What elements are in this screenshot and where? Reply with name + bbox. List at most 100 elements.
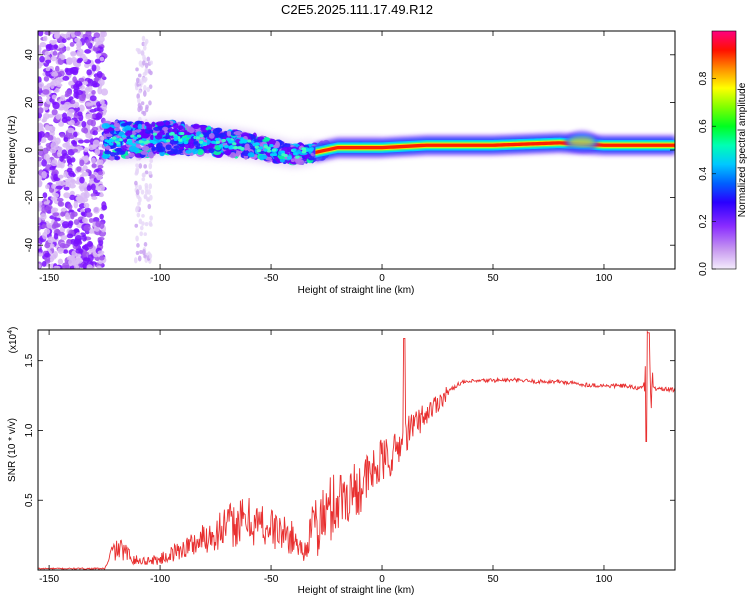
signal-blob	[173, 148, 182, 155]
signal-band	[101, 119, 675, 169]
noise-blob	[87, 78, 94, 84]
noise-blob	[53, 232, 59, 240]
signal-peak	[254, 142, 259, 146]
noise-blob	[85, 94, 91, 99]
noise-blob	[60, 95, 66, 102]
noise-blob	[54, 217, 61, 222]
signal-blob	[128, 152, 135, 158]
ridge-bulge	[569, 137, 595, 146]
noise-blob	[57, 258, 64, 265]
colorbar-tick-label: 0.2	[698, 214, 709, 228]
noise-blob	[57, 146, 63, 152]
signal-blob	[196, 148, 204, 156]
signal-peak	[195, 136, 201, 140]
noise-blob	[38, 161, 43, 167]
colorbar-tick-label: 0.6	[698, 119, 709, 133]
noise-blob	[97, 87, 103, 95]
noise-blob	[58, 43, 65, 48]
noise-blob	[68, 183, 76, 189]
noise-blob	[68, 220, 74, 227]
noise-blob	[68, 80, 75, 86]
noise-blob	[59, 133, 65, 138]
snr-x-label: Height of straight line (km)	[298, 585, 415, 596]
noise-blob	[53, 192, 59, 199]
snr-plot: -150 -100 -50 0 50 100 0.5 1.0 1.5 Height of st…	[7, 327, 676, 596]
signal-blob	[208, 147, 215, 154]
noise-blob	[93, 32, 101, 39]
noise-blob	[147, 203, 152, 210]
noise-blob	[99, 99, 105, 105]
noise-blob	[82, 80, 89, 86]
noise-blob	[51, 183, 56, 189]
noise-blob	[144, 38, 149, 44]
noise-blob	[68, 96, 74, 101]
noise-blob	[45, 59, 52, 64]
noise-blob	[77, 139, 84, 144]
signal-blob	[153, 126, 162, 131]
noise-blob	[91, 196, 98, 200]
noise-blob	[38, 122, 43, 130]
signal-peak	[199, 134, 204, 138]
noise-blob	[81, 171, 89, 177]
spectrogram-y-ticks: -40 -20 0 20 40	[24, 49, 675, 252]
signal-peak	[239, 140, 244, 144]
top-y-tick-label: 40	[24, 49, 35, 61]
noise-blob	[135, 163, 139, 168]
top-tick-label: -50	[264, 273, 279, 284]
bot-tick-label: 50	[487, 574, 499, 585]
signal-blob	[101, 154, 111, 159]
noise-blob	[47, 236, 55, 244]
noise-blob	[74, 235, 83, 242]
signal-blob	[159, 130, 165, 134]
noise-blob	[38, 112, 43, 119]
noise-blob	[133, 257, 138, 264]
noise-blob	[135, 47, 140, 52]
noise-blob	[38, 216, 42, 224]
noise-region	[38, 31, 153, 269]
signal-peak	[126, 141, 131, 145]
noise-blob	[83, 128, 89, 134]
noise-blob	[148, 183, 153, 190]
signal-blob	[262, 137, 270, 142]
noise-blob	[63, 171, 69, 178]
signal-blob	[132, 124, 138, 129]
noise-blob	[38, 50, 42, 56]
noise-blob	[99, 193, 104, 198]
noise-blob	[38, 150, 45, 157]
noise-blob	[75, 248, 83, 254]
noise-blob	[144, 182, 149, 188]
top-tick-label: 50	[487, 273, 499, 284]
signal-blob	[177, 125, 184, 131]
signal-peak	[131, 143, 137, 147]
noise-blob	[42, 116, 48, 123]
snr-frame-bg	[38, 330, 675, 570]
signal-peak	[243, 139, 248, 143]
signal-blob	[132, 147, 140, 153]
noise-blob	[45, 184, 50, 190]
noise-blob	[95, 112, 103, 120]
noise-blob	[82, 263, 88, 269]
signal-blob	[183, 124, 189, 129]
noise-blob	[45, 44, 53, 49]
signal-peak	[258, 146, 264, 150]
noise-blob	[64, 67, 69, 73]
signal-blob	[268, 138, 277, 146]
noise-blob	[56, 83, 63, 87]
noise-blob	[38, 45, 42, 53]
noise-blob	[53, 44, 59, 50]
signal-blob	[233, 131, 243, 136]
noise-blob	[72, 140, 78, 147]
noise-blob	[138, 60, 143, 67]
signal-blob	[185, 149, 193, 154]
noise-blob	[71, 66, 79, 74]
noise-blob	[38, 230, 41, 238]
signal-peak	[246, 139, 252, 143]
signal-blob	[125, 130, 133, 136]
signal-blob	[146, 123, 153, 131]
signal-peak	[254, 145, 260, 149]
noise-blob	[98, 35, 105, 43]
noise-blob	[135, 67, 139, 72]
signal-blob	[113, 122, 120, 128]
noise-blob	[91, 163, 97, 168]
noise-blob	[38, 263, 41, 269]
